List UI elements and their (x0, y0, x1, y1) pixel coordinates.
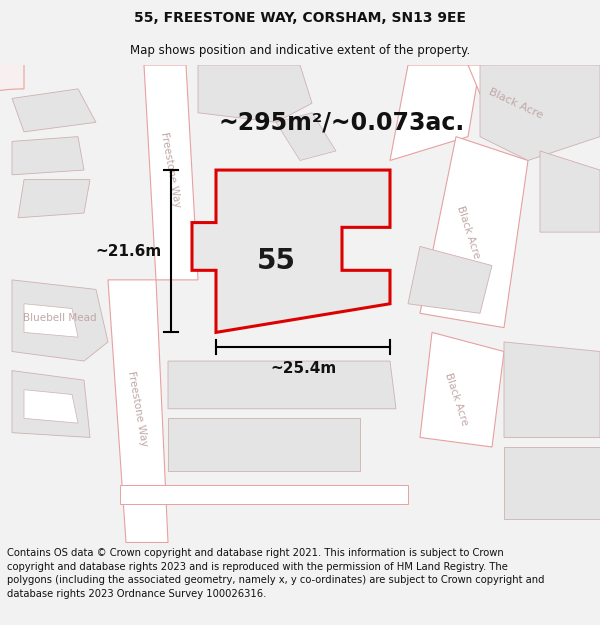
Polygon shape (18, 179, 90, 218)
Polygon shape (24, 390, 78, 423)
Polygon shape (108, 280, 168, 542)
Polygon shape (12, 371, 90, 438)
Text: ~21.6m: ~21.6m (96, 244, 162, 259)
Text: ~25.4m: ~25.4m (270, 361, 336, 376)
Polygon shape (408, 246, 492, 313)
Text: Bluebell Mead: Bluebell Mead (23, 313, 97, 323)
Text: Contains OS data © Crown copyright and database right 2021. This information is : Contains OS data © Crown copyright and d… (7, 548, 545, 599)
Text: Black Acre: Black Acre (487, 86, 545, 120)
Text: Black Acre: Black Acre (443, 372, 469, 427)
Polygon shape (168, 361, 396, 409)
Polygon shape (390, 65, 480, 161)
Text: Freestone Way: Freestone Way (160, 132, 182, 209)
Polygon shape (0, 46, 24, 251)
Polygon shape (12, 89, 96, 132)
Polygon shape (192, 170, 390, 332)
Polygon shape (12, 137, 84, 175)
Polygon shape (468, 65, 600, 122)
Text: Black Acre: Black Acre (455, 204, 481, 260)
Text: 55: 55 (257, 247, 296, 275)
Polygon shape (540, 151, 600, 232)
Polygon shape (420, 332, 504, 447)
Polygon shape (24, 304, 78, 337)
Text: Map shows position and indicative extent of the property.: Map shows position and indicative extent… (130, 44, 470, 58)
Polygon shape (12, 280, 108, 361)
Text: Freestone Way: Freestone Way (127, 371, 149, 448)
Polygon shape (120, 485, 408, 504)
Polygon shape (480, 65, 600, 161)
Polygon shape (420, 137, 528, 328)
Polygon shape (198, 65, 312, 122)
Polygon shape (168, 418, 360, 471)
Polygon shape (144, 65, 198, 280)
Polygon shape (504, 447, 600, 519)
Text: ~295m²/~0.073ac.: ~295m²/~0.073ac. (219, 110, 465, 134)
Text: 55, FREESTONE WAY, CORSHAM, SN13 9EE: 55, FREESTONE WAY, CORSHAM, SN13 9EE (134, 11, 466, 25)
Polygon shape (276, 112, 336, 161)
Polygon shape (504, 342, 600, 437)
